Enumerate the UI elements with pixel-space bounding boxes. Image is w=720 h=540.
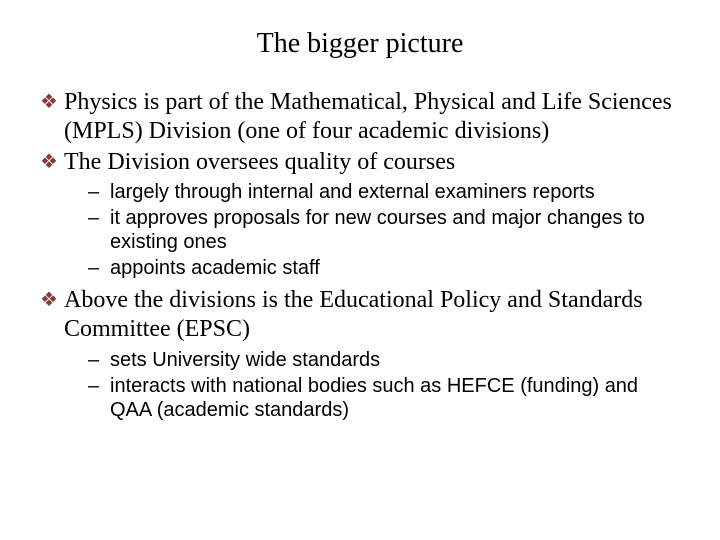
dash-bullet-icon: – <box>88 374 99 398</box>
dash-bullet-icon: – <box>88 348 99 372</box>
sub-list: –sets University wide standards–interact… <box>40 348 680 422</box>
slide: The bigger picture ❖Physics is part of t… <box>0 0 720 540</box>
sub-item: –it approves proposals for new courses a… <box>40 206 680 254</box>
sub-list: –largely through internal and external e… <box>40 180 680 280</box>
diamond-bullet-icon: ❖ <box>40 88 58 116</box>
dash-bullet-icon: – <box>88 256 99 280</box>
slide-title: The bigger picture <box>40 28 680 60</box>
bullet-text: Above the divisions is the Educational P… <box>64 287 643 342</box>
sub-item: –largely through internal and external e… <box>40 180 680 204</box>
sub-item-text: largely through internal and external ex… <box>110 181 595 203</box>
bullet-text: The Division oversees quality of courses <box>64 149 455 175</box>
bullet-item: ❖Physics is part of the Mathematical, Ph… <box>40 88 680 146</box>
sub-item: –appoints academic staff <box>40 256 680 280</box>
bullet-item: ❖Above the divisions is the Educational … <box>40 286 680 344</box>
dash-bullet-icon: – <box>88 180 99 204</box>
bullet-item: ❖The Division oversees quality of course… <box>40 148 680 177</box>
sub-item-text: interacts with national bodies such as H… <box>110 375 638 421</box>
sub-item-text: it approves proposals for new courses an… <box>110 207 645 253</box>
sub-item-text: sets University wide standards <box>110 349 380 371</box>
sub-item: –sets University wide standards <box>40 348 680 372</box>
sub-item: –interacts with national bodies such as … <box>40 374 680 422</box>
bullet-text: Physics is part of the Mathematical, Phy… <box>64 89 672 144</box>
diamond-bullet-icon: ❖ <box>40 286 58 314</box>
sub-item-text: appoints academic staff <box>110 257 320 279</box>
slide-content: ❖Physics is part of the Mathematical, Ph… <box>40 88 680 422</box>
diamond-bullet-icon: ❖ <box>40 148 58 176</box>
dash-bullet-icon: – <box>88 206 99 230</box>
